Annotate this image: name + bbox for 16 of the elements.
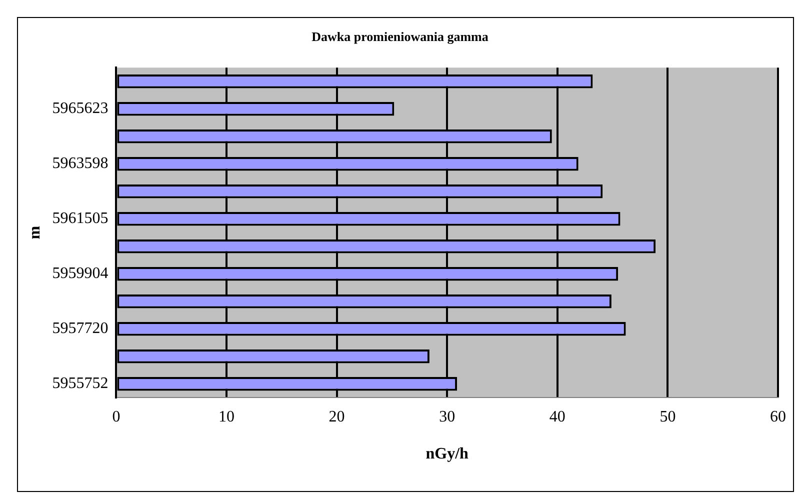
y-tick-label: 5961505 [52,210,108,228]
x-axis-title: nGy/h [426,446,469,463]
y-tick-label: 5965623 [52,100,108,118]
x-tick-label: 40 [549,408,566,426]
x-tick-label: 50 [660,408,676,426]
y-tick-label: 5963598 [52,155,108,172]
y-tick-label: 5955752 [52,375,108,392]
x-tick-label: 10 [218,408,234,426]
chart-title: Dawka promieniowania gamma [312,29,489,44]
x-tick-label: 60 [770,408,786,426]
x-tick-label: 20 [328,408,345,426]
x-tick-label: 0 [112,408,120,426]
x-tick-label: 30 [439,408,456,426]
y-tick-label: 5957720 [52,320,108,338]
y-axis-title: m [26,225,44,240]
y-tick-label: 5959904 [52,265,108,282]
